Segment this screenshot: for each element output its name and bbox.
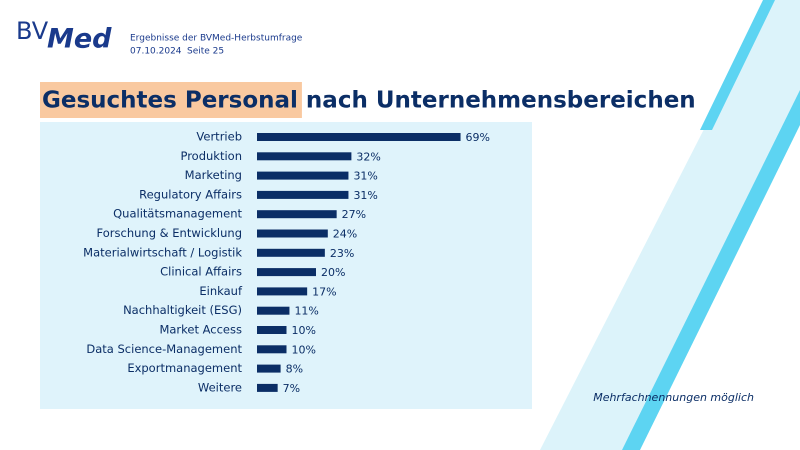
bar <box>257 229 328 238</box>
data-label: 32% <box>356 150 380 163</box>
stripe <box>540 0 800 450</box>
chart: Vertrieb 69% Produktion 32% Marketing 31% Regu… <box>83 130 490 395</box>
category-label: Clinical Affairs <box>160 265 242 279</box>
logo-bv: BV <box>16 17 49 45</box>
title-highlight-text: Gesuchtes Personal <box>42 88 298 114</box>
category-label: Nachhaltigkeit (ESG) <box>123 303 242 317</box>
title: nach Unternehmensbereichen <box>306 88 696 114</box>
data-label: 24% <box>333 228 357 241</box>
note: Mehrfachnennungen möglich <box>593 391 754 404</box>
data-label: 27% <box>342 208 366 221</box>
category-label: Qualitätsmanagement <box>113 207 242 221</box>
category-label: Vertrieb <box>196 130 242 144</box>
category-label: Einkauf <box>199 284 243 298</box>
title-highlight <box>40 82 302 118</box>
category-label: Forschung & Entwicklung <box>97 226 242 240</box>
category-label: Weitere <box>198 380 242 394</box>
stripe <box>700 0 775 130</box>
bar <box>257 133 461 141</box>
header-date: 07.10.2024 <box>130 47 182 57</box>
category-label: Regulatory Affairs <box>139 187 242 201</box>
stripe <box>622 90 800 450</box>
data-label: 20% <box>321 266 345 279</box>
header-text: Ergebnisse der BVMed-Herbstumfrage <box>130 34 303 44</box>
data-label: 8% <box>286 363 303 376</box>
data-label: 69% <box>466 131 490 144</box>
category-label: Marketing <box>185 168 242 182</box>
category-label: Data Science-Management <box>86 342 242 356</box>
category-label: Exportmanagement <box>127 361 242 375</box>
data-label: 10% <box>292 324 316 337</box>
bar <box>257 171 349 180</box>
header-page: Seite 25 <box>187 47 224 57</box>
data-label: 23% <box>330 247 354 260</box>
bar <box>257 190 349 199</box>
bar <box>257 364 281 373</box>
bar <box>257 383 278 392</box>
bar <box>257 287 308 296</box>
data-label: 31% <box>353 170 377 183</box>
logo-med: Med <box>47 24 112 55</box>
category-label: Materialwirtschaft / Logistik <box>83 245 242 259</box>
bar <box>257 248 325 257</box>
data-label: 31% <box>353 189 377 202</box>
category-label: Market Access <box>159 323 242 337</box>
data-label: 11% <box>294 305 318 318</box>
bar <box>257 152 352 161</box>
chart-panel <box>40 122 532 409</box>
data-label: 7% <box>283 382 300 395</box>
bar <box>257 345 287 354</box>
bar <box>257 306 290 315</box>
bar <box>257 326 287 334</box>
data-label: 17% <box>312 285 336 298</box>
bar <box>257 268 316 277</box>
data-label: 10% <box>292 343 316 356</box>
bar <box>257 210 337 219</box>
category-label: Produktion <box>180 149 242 163</box>
